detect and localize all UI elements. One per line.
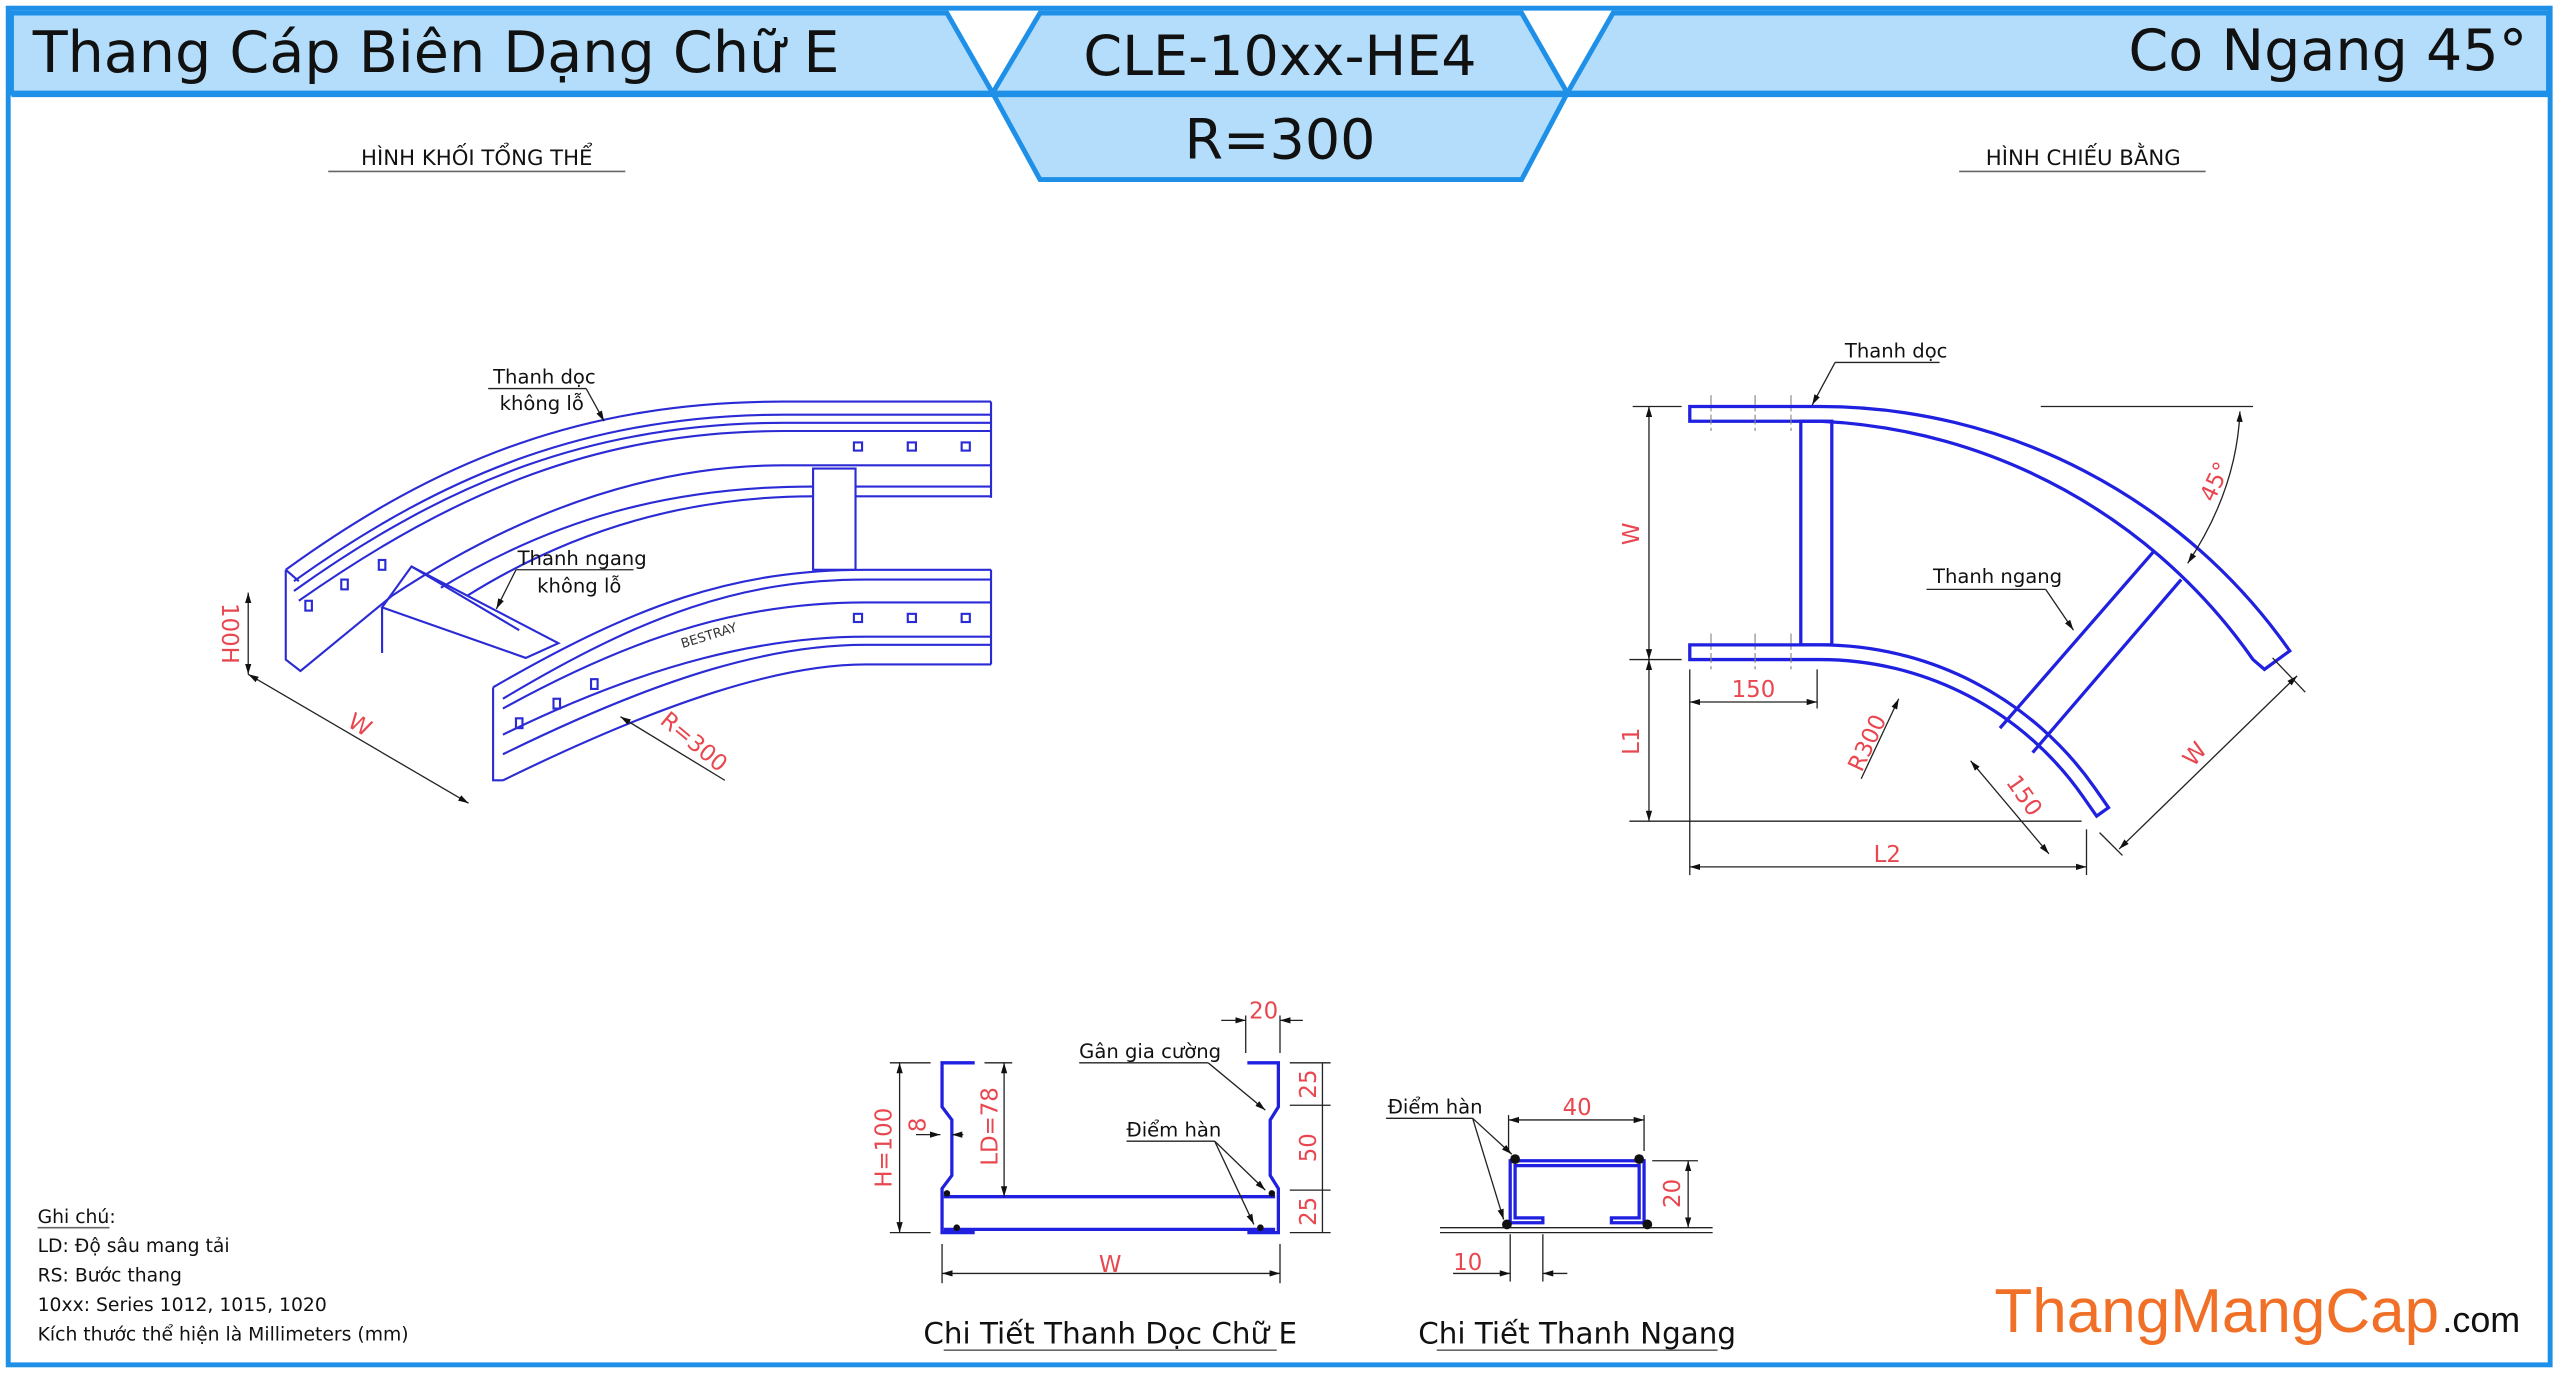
plan-outer-rail: [1688, 404, 2293, 672]
brand-name: ThangMangCap: [1994, 1277, 2439, 1346]
product-type-title: Co Ngang 45°: [2128, 18, 2527, 84]
notes-block: Ghi chú: LD: Độ sâu mang tải RS: Bước th…: [37, 1207, 409, 1345]
iso-rail-label: Thanh dọc: [492, 366, 596, 389]
isometric-view: HÌNH KHỐI TỔNG THỂ: [216, 142, 993, 804]
rail-dim-20: 20: [1249, 999, 1278, 1025]
product-family-title: Thang Cáp Biên Dạng Chữ E: [32, 20, 840, 86]
rail-dim-h: H=100: [871, 1108, 897, 1188]
brand-logo: ThangMangCap .com: [1994, 1277, 2520, 1346]
rib-label: Gân gia cường: [1079, 1040, 1221, 1063]
sheet-frame: [5, 5, 2553, 1368]
note-line: RS: Bước thang: [38, 1266, 182, 1287]
rung-detail-title: Chi Tiết Thanh Ngang: [1418, 1317, 1736, 1351]
product-code: CLE-10xx-HE4: [1083, 24, 1476, 89]
iso-rung-label: Thanh ngang: [517, 547, 647, 570]
plan-rung-label: Thanh ngang: [1932, 565, 2062, 588]
iso-rung-label-2: không lỗ: [537, 575, 621, 598]
side-rail-detail-title: Chi Tiết Thanh Dọc Chữ E: [923, 1317, 1297, 1351]
plan-rail-label: Thanh dọc: [1844, 340, 1948, 363]
plan-dim-150-diagonal: 150: [2001, 771, 2047, 822]
side-rail-detail: H=100 LD=78 8 20 25 50 25 W Gân gia cườn…: [871, 999, 1331, 1351]
rung-weld-label: Điểm hàn: [1388, 1095, 1483, 1118]
rail-dim-ld: LD=78: [978, 1087, 1004, 1166]
rung-dim-40: 40: [1563, 1095, 1592, 1121]
rail-dim-50: 50: [1296, 1133, 1322, 1162]
plan-dim-150: 150: [1732, 677, 1776, 703]
plan-dim-l2: L2: [1874, 842, 1901, 868]
rail-weld-label: Điểm hàn: [1127, 1118, 1222, 1141]
rail-dim-25-bottom: 25: [1296, 1197, 1322, 1226]
plan-dim-w-diagonal: W: [2178, 738, 2212, 772]
title-block: Thang Cáp Biên Dạng Chữ E CLE-10xx-HE4 R…: [9, 10, 2551, 183]
notes-heading: Ghi chú:: [38, 1207, 116, 1228]
bestray-stamp: BESTRAY: [679, 621, 739, 652]
plan-dim-angle: 45°: [2195, 458, 2236, 506]
iso-dim-height: 100H: [216, 603, 242, 664]
plan-view: HÌNH CHIẾU BẰNG Thanh dọc Thanh ngang W …: [1619, 142, 2306, 876]
brand-suffix: .com: [2442, 1299, 2520, 1340]
iso-dim-width: W: [343, 708, 376, 742]
rail-dim-w: W: [1099, 1252, 1122, 1278]
plan-diagonal-rung: [1998, 550, 2183, 754]
iso-dim-radius: R=300: [655, 707, 732, 777]
plan-dim-radius: R300: [1844, 711, 1893, 776]
rail-dim-8: 8: [906, 1118, 932, 1133]
note-line: Kích thước thể hiện là Millimeters (mm): [38, 1323, 409, 1345]
iso-rungs: [380, 467, 857, 660]
iso-back-rail: [284, 400, 993, 673]
iso-front-rail: BESTRAY: [492, 568, 993, 782]
rung-dim-10: 10: [1453, 1250, 1482, 1276]
plan-dim-l1: L1: [1619, 728, 1645, 755]
note-line: 10xx: Series 1012, 1015, 1020: [38, 1295, 327, 1316]
product-radius: R=300: [1185, 107, 1376, 172]
iso-view-title: HÌNH KHỐI TỔNG THỂ: [361, 142, 593, 171]
plan-dim-w: W: [1619, 523, 1645, 546]
plan-inner-rail: [1688, 643, 2111, 819]
rail-dim-25-top: 25: [1296, 1069, 1322, 1098]
note-line: LD: Độ sâu mang tải: [38, 1236, 230, 1257]
rung-detail: 40 20 10 Điểm hàn Chi Tiết Thanh Ngang: [1386, 1095, 1736, 1351]
iso-rail-label-2: không lỗ: [500, 392, 584, 415]
plan-straight-rung: [1799, 419, 1834, 647]
rung-dim-20: 20: [1660, 1179, 1686, 1208]
plan-view-title: HÌNH CHIẾU BẰNG: [1986, 142, 2181, 171]
